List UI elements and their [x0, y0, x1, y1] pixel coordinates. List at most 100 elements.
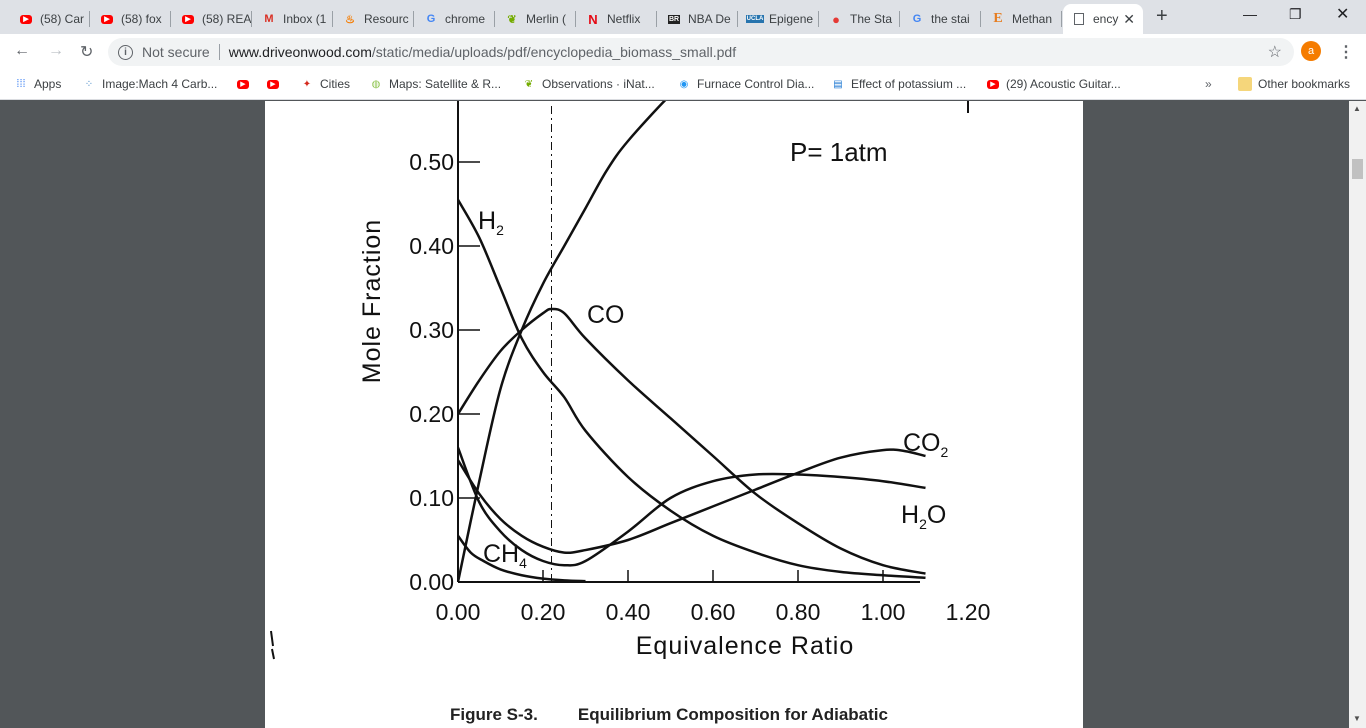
- youtube-icon: ▶: [986, 77, 1000, 91]
- reload-button[interactable]: ↻: [80, 44, 94, 61]
- google-icon: G: [912, 13, 922, 25]
- security-label: Not secure: [142, 44, 210, 60]
- bookmark-label: Furnace Control Dia...: [697, 77, 815, 91]
- netflix-icon: N: [588, 11, 598, 27]
- x-tick-label: 0.00: [436, 599, 481, 625]
- series-line-n2: [458, 101, 667, 582]
- pdf-viewer: 0.00 0.10 0.20 0.30 0.40 0.50 0.00 0.20 0.40 0.60…: [0, 101, 1366, 728]
- maple-leaf-icon: ✦: [302, 78, 312, 90]
- tab-title: ency: [1093, 12, 1119, 26]
- toolbar: ← → ↻ i Not secure www.driveonwood.com/s…: [0, 34, 1366, 70]
- flame-icon: ♨: [345, 13, 355, 26]
- bookmarks-overflow-button[interactable]: »: [1205, 77, 1212, 91]
- x-tick-label: 1.00: [861, 599, 906, 625]
- tab-separator: [89, 11, 90, 27]
- apps-grid-icon: ⁞⁞⁞: [16, 78, 26, 90]
- tab-separator: [1061, 11, 1062, 27]
- tab-separator: [251, 11, 252, 27]
- info-icon[interactable]: i: [118, 44, 133, 60]
- bookmark-item[interactable]: ⁞⁞⁞ Apps: [14, 77, 61, 91]
- tab[interactable]: E Methan: [982, 4, 1062, 34]
- scroll-up-icon[interactable]: ▲: [1353, 104, 1361, 113]
- book-icon: ▤: [833, 78, 843, 90]
- y-tick-label: 0.10: [409, 485, 454, 511]
- scroll-down-icon[interactable]: ▼: [1353, 714, 1361, 723]
- y-tick-label: 0.00: [409, 569, 454, 595]
- bookmark-item[interactable]: ◉ Furnace Control Dia...: [677, 77, 815, 91]
- forward-button[interactable]: →: [48, 42, 64, 59]
- x-axis-label: Equivalence Ratio: [636, 632, 855, 660]
- bookmark-item[interactable]: ◍ Maps: Satellite & R...: [369, 77, 501, 91]
- other-bookmarks-folder[interactable]: Other bookmarks: [1238, 77, 1350, 91]
- menu-kebab-icon[interactable]: ⋮: [1338, 44, 1354, 61]
- tab-title: Epigene: [769, 12, 814, 26]
- bookmark-item[interactable]: ❦ Observations · iNat...: [522, 77, 655, 91]
- profile-avatar[interactable]: a: [1301, 41, 1321, 61]
- url-host: www.driveonwood.com: [228, 44, 372, 60]
- x-tick-label: 0.20: [521, 599, 566, 625]
- tab-title: Inbox (1: [283, 12, 327, 26]
- dots-icon: ⁘: [84, 78, 94, 90]
- address-bar[interactable]: i Not secure www.driveonwood.com/static/…: [108, 38, 1294, 66]
- tab[interactable]: ▶ (58) Car: [10, 4, 90, 34]
- gmail-icon: M: [264, 13, 274, 25]
- series-line-h2o: [458, 447, 926, 567]
- bookmark-item[interactable]: ▶: [266, 77, 286, 91]
- close-window-button[interactable]: ✕: [1336, 6, 1350, 23]
- margin-mark: [270, 630, 275, 660]
- tab[interactable]: ▶ (58) fox: [91, 4, 171, 34]
- bookmark-item[interactable]: ✦ Cities: [300, 77, 350, 91]
- y-tick-label: 0.30: [409, 317, 454, 343]
- tab[interactable]: ▶ (58) REA: [172, 4, 252, 34]
- bookmark-label: Image:Mach 4 Carb...: [102, 77, 218, 91]
- tab[interactable]: ency ✕: [1063, 4, 1143, 34]
- tab[interactable]: BR NBA De: [658, 4, 738, 34]
- tab[interactable]: ❦ Merlin (: [496, 4, 576, 34]
- tab-title: (58) Car: [40, 12, 85, 26]
- leaf-icon: ❦: [524, 78, 534, 90]
- pressure-label: P= 1atm: [790, 137, 888, 167]
- bookmark-item[interactable]: ▤ Effect of potassium ...: [831, 77, 966, 91]
- bookmark-label: Effect of potassium ...: [851, 77, 967, 91]
- tab-separator: [656, 11, 657, 27]
- y-tick-label: 0.40: [409, 233, 454, 259]
- equilibrium-chart: 0.00 0.10 0.20 0.30 0.40 0.50 0.00 0.20 0.40 0.60…: [270, 101, 990, 660]
- bookmark-label: Maps: Satellite & R...: [389, 77, 502, 91]
- series-label-ch4: CH4: [483, 540, 527, 571]
- scrollbar-thumb[interactable]: [1352, 159, 1363, 179]
- tab[interactable]: ● The Sta: [820, 4, 900, 34]
- bookmark-label: Apps: [34, 77, 62, 91]
- bookmark-item[interactable]: ▶: [236, 77, 256, 91]
- y-tick-label: 0.50: [409, 149, 454, 175]
- restore-button[interactable]: ❐: [1289, 6, 1302, 22]
- youtube-icon: ▶: [99, 11, 115, 27]
- other-bookmarks-label: Other bookmarks: [1258, 77, 1351, 91]
- series-label-h2o: H2O: [901, 501, 946, 532]
- tab-strip: ▶ (58) Car ▶ (58) fox ▶ (58) REA M Inbox (1 ♨ Res…: [0, 0, 1366, 34]
- bookmark-item[interactable]: ⁘ Image:Mach 4 Carb...: [82, 77, 218, 91]
- tab[interactable]: UCLA Epigene: [739, 4, 819, 34]
- tab[interactable]: N Netflix: [577, 4, 657, 34]
- y-axis-label: Mole Fraction: [358, 219, 386, 383]
- series-line-co: [458, 307, 926, 575]
- caption-number: Figure S-3.: [450, 705, 538, 724]
- new-tab-button[interactable]: +: [1156, 5, 1168, 27]
- x-tick-label: 0.40: [606, 599, 651, 625]
- bookmark-item[interactable]: ▶ (29) Acoustic Guitar...: [986, 77, 1121, 91]
- tab-title: (58) fox: [121, 12, 162, 26]
- tab-title: The Sta: [850, 12, 893, 26]
- tab-separator: [737, 11, 738, 27]
- minimize-button[interactable]: —: [1243, 6, 1257, 22]
- scrollbar[interactable]: ▲ ▼: [1349, 101, 1366, 728]
- back-button[interactable]: ←: [14, 42, 30, 59]
- tab[interactable]: ♨ Resourc: [334, 4, 414, 34]
- e-icon: E: [993, 11, 1003, 26]
- bookmark-label: (29) Acoustic Guitar...: [1006, 77, 1121, 91]
- bookmark-star-icon[interactable]: ☆: [1267, 44, 1282, 61]
- tab-title: Methan: [1012, 12, 1053, 26]
- tab[interactable]: M Inbox (1: [253, 4, 333, 34]
- tab-separator: [818, 11, 819, 27]
- close-tab-icon[interactable]: ✕: [1123, 11, 1135, 27]
